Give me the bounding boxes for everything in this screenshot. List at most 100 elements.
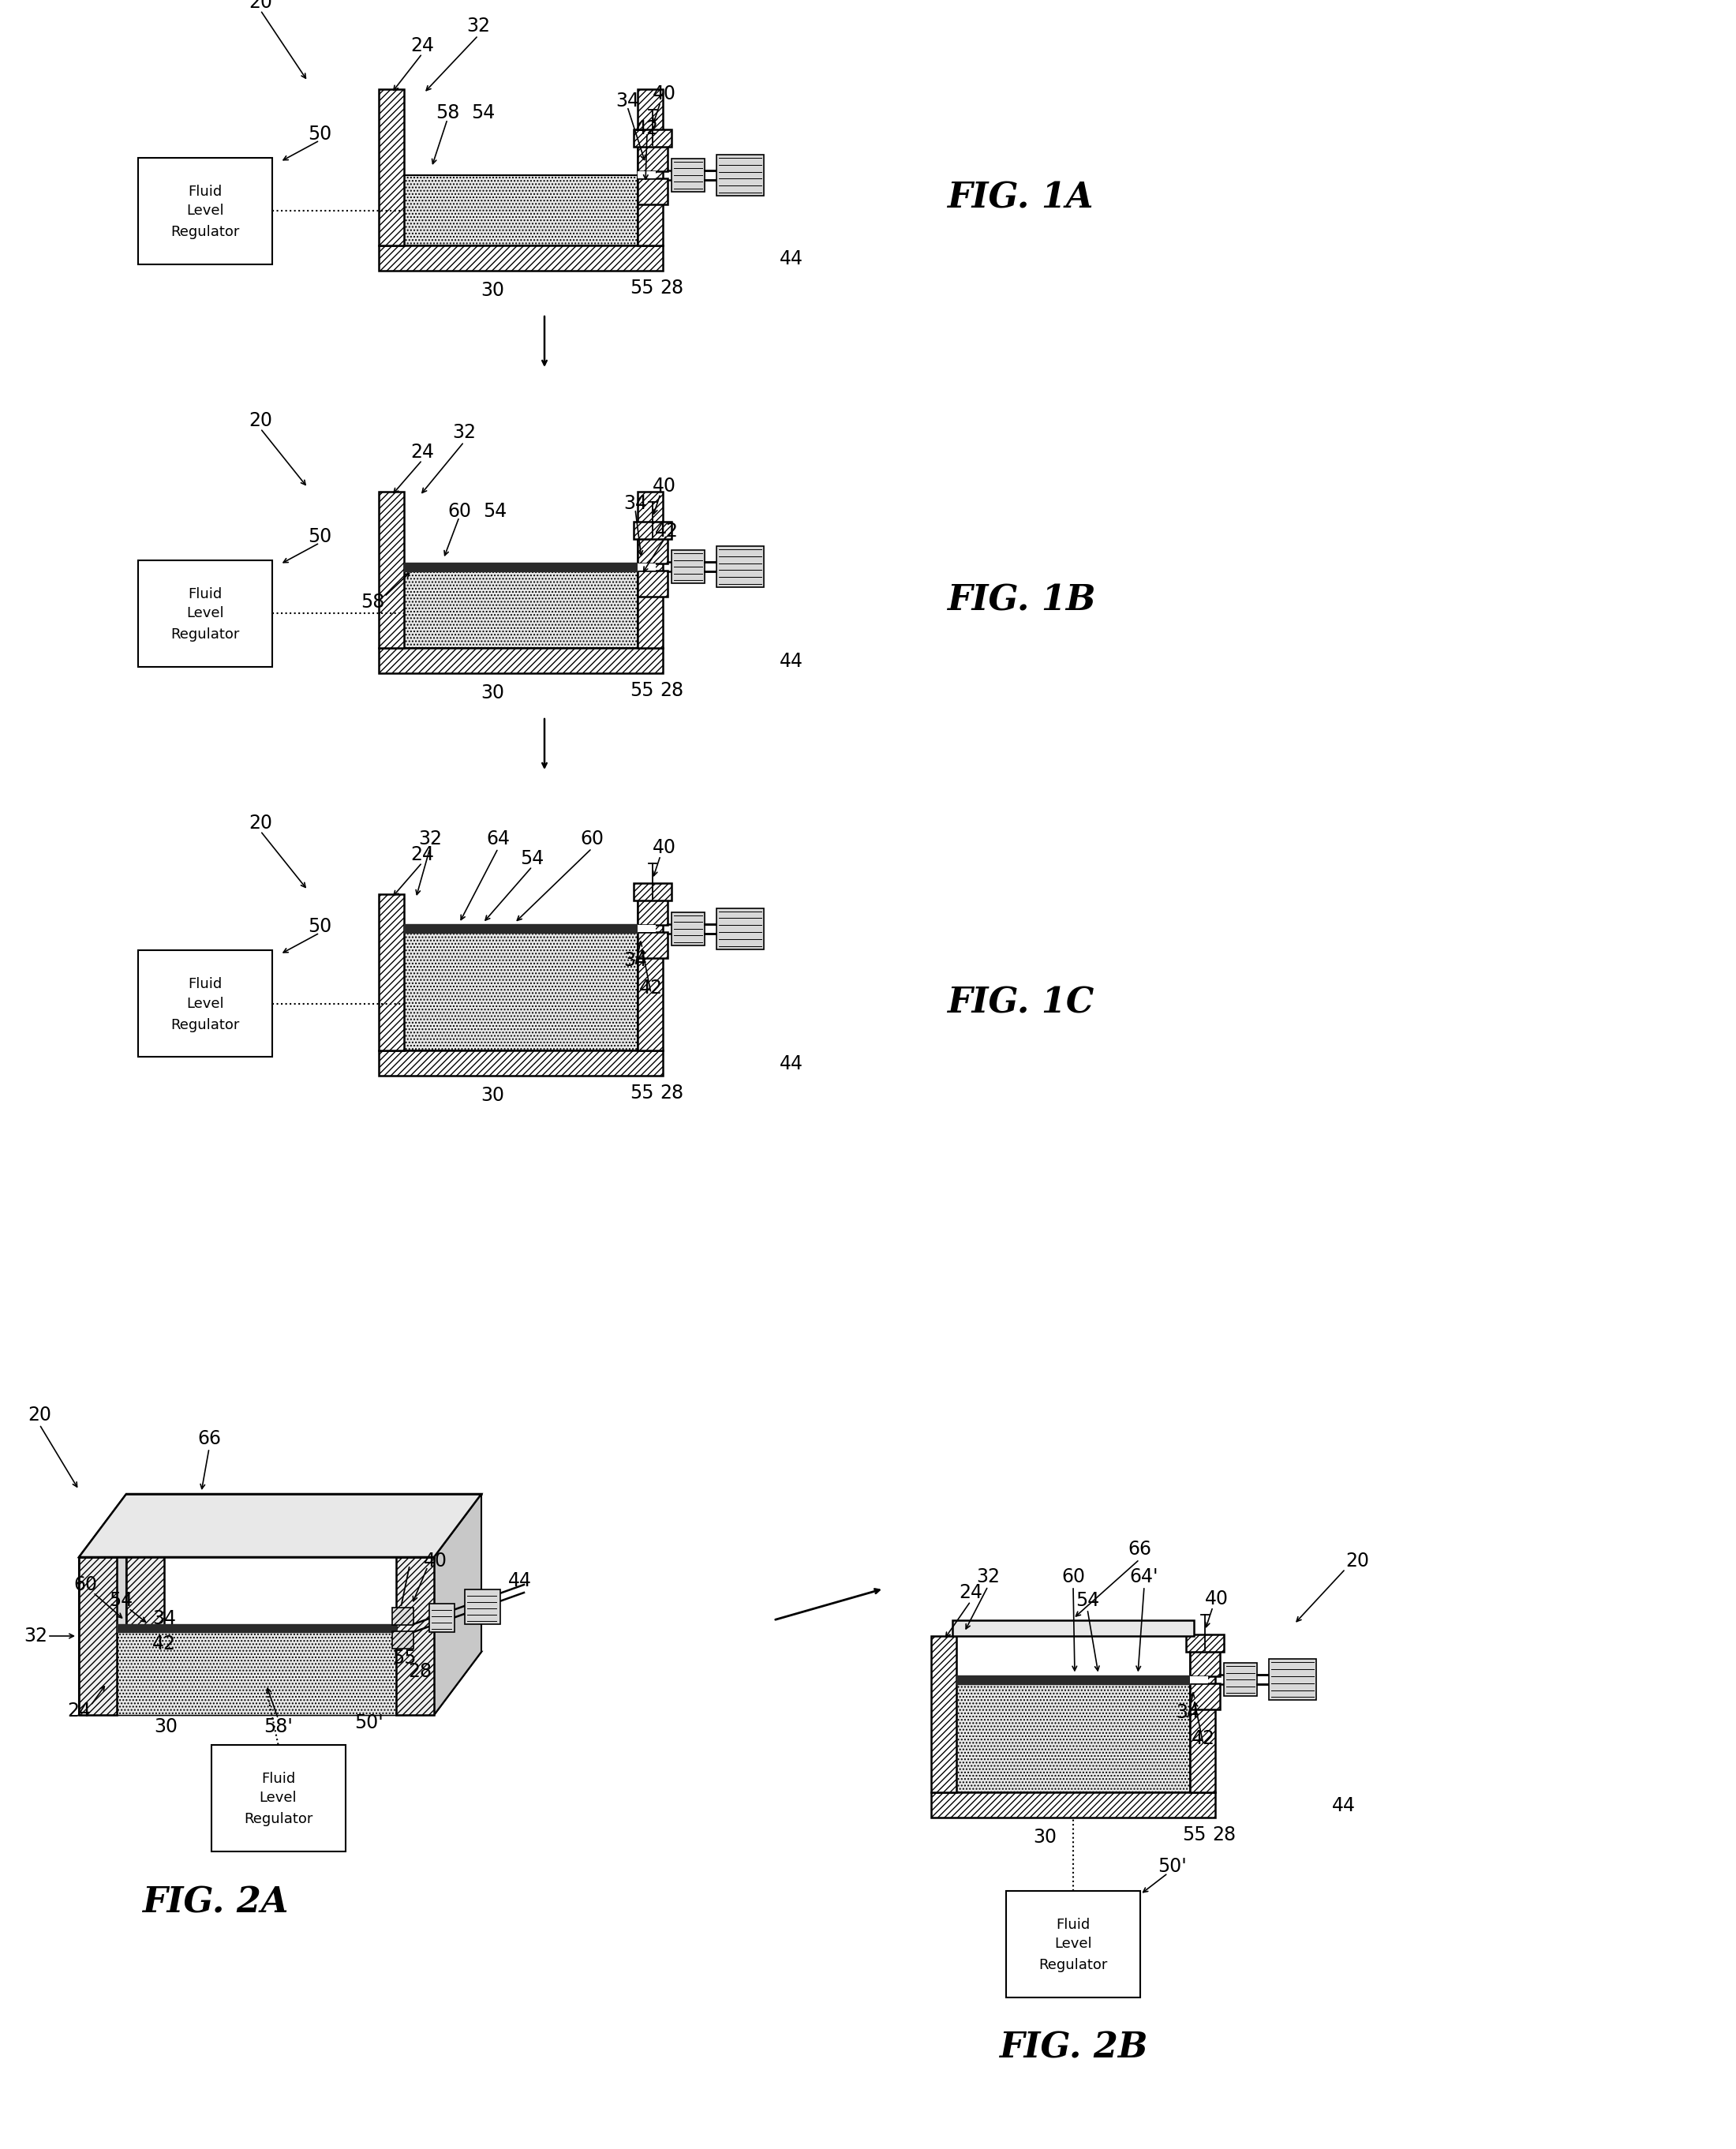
Text: 28: 28 [408, 1661, 432, 1681]
Bar [672, 550, 705, 582]
Polygon shape [78, 1494, 481, 1558]
Text: Regulator: Regulator [170, 226, 240, 239]
Text: Level: Level [1054, 1936, 1092, 1951]
Text: Level: Level [186, 606, 224, 621]
Bar [139, 561, 273, 666]
Bar [634, 883, 672, 900]
Bar [672, 159, 705, 191]
Text: 66: 66 [198, 1429, 220, 1448]
Bar [465, 1590, 500, 1625]
Text: FIG. 1C: FIG. 1C [946, 986, 1094, 1021]
Bar [672, 911, 705, 946]
Text: Regulator: Regulator [170, 628, 240, 643]
Text: 55: 55 [630, 279, 653, 297]
Bar [139, 157, 273, 264]
Text: 60: 60 [448, 503, 470, 520]
Text: 58: 58 [436, 103, 460, 122]
Polygon shape [127, 1494, 165, 1653]
Bar [404, 492, 637, 649]
Text: 64': 64' [1130, 1567, 1158, 1586]
Bar [930, 1635, 957, 1792]
Bar [1186, 1635, 1224, 1653]
Text: 42: 42 [153, 1635, 175, 1653]
Text: Level: Level [186, 204, 224, 219]
Bar [637, 569, 668, 595]
Text: 34: 34 [153, 1610, 175, 1629]
Text: 42: 42 [1191, 1730, 1215, 1749]
Bar [404, 894, 637, 1051]
Bar [378, 245, 663, 271]
Text: 40: 40 [1205, 1590, 1229, 1607]
Bar [378, 492, 404, 649]
Text: 54: 54 [470, 103, 495, 122]
Bar [953, 1620, 1194, 1635]
Bar [1007, 1891, 1141, 1996]
Text: 20: 20 [248, 410, 273, 430]
Bar [212, 1745, 345, 1850]
Bar [637, 172, 656, 178]
Bar [930, 1792, 1215, 1818]
Text: 20: 20 [1345, 1552, 1370, 1571]
Text: Fluid: Fluid [187, 587, 222, 602]
Text: 55: 55 [630, 681, 653, 701]
Text: 58: 58 [361, 593, 384, 612]
Text: 40: 40 [653, 84, 677, 103]
Text: 54: 54 [1075, 1590, 1099, 1610]
Text: Level: Level [259, 1790, 297, 1805]
Text: 54: 54 [521, 849, 543, 868]
Text: 55: 55 [392, 1648, 417, 1668]
Text: 60: 60 [73, 1575, 97, 1595]
Bar [1189, 1635, 1215, 1792]
Bar [637, 563, 656, 569]
Bar [637, 924, 656, 933]
Text: FIG. 2A: FIG. 2A [142, 1885, 288, 1919]
Text: 60: 60 [580, 830, 604, 849]
Bar [717, 546, 764, 587]
Text: FIG. 2B: FIG. 2B [998, 2031, 1147, 2065]
Polygon shape [434, 1494, 481, 1715]
Text: 44: 44 [779, 651, 804, 670]
Bar [637, 894, 663, 1051]
Text: 20: 20 [28, 1405, 52, 1425]
Text: 24: 24 [410, 37, 434, 56]
Text: 44: 44 [1332, 1797, 1356, 1816]
Bar [637, 88, 663, 245]
Bar [637, 178, 668, 204]
Bar [1189, 1650, 1220, 1676]
Bar [378, 649, 663, 673]
Text: Fluid: Fluid [187, 185, 222, 200]
Bar [957, 1635, 1189, 1792]
Bar [378, 88, 404, 245]
Bar [404, 88, 637, 245]
Text: 40: 40 [653, 838, 677, 857]
Text: 60: 60 [1061, 1567, 1085, 1586]
Text: 40: 40 [653, 477, 677, 494]
Text: 50: 50 [307, 125, 332, 144]
Bar [957, 1681, 1189, 1792]
Polygon shape [116, 1625, 396, 1631]
Text: 34: 34 [1175, 1704, 1200, 1721]
Text: 54: 54 [483, 503, 507, 520]
Text: 34: 34 [616, 92, 639, 110]
Text: 66: 66 [1128, 1539, 1151, 1558]
Text: 55: 55 [1182, 1825, 1207, 1844]
Text: FIG. 1B: FIG. 1B [946, 585, 1095, 617]
Bar [717, 155, 764, 196]
Text: 20: 20 [248, 814, 273, 832]
Text: 32: 32 [976, 1567, 1000, 1586]
Text: Regulator: Regulator [243, 1812, 312, 1827]
Text: Fluid: Fluid [260, 1771, 295, 1786]
Bar [637, 898, 668, 924]
Text: 42: 42 [654, 522, 679, 542]
Text: 20: 20 [248, 0, 273, 13]
Bar [378, 1051, 663, 1077]
Text: FIG. 1A: FIG. 1A [946, 181, 1094, 215]
Text: 28: 28 [1212, 1825, 1236, 1844]
Text: 34: 34 [623, 494, 648, 514]
Text: 44: 44 [779, 1055, 804, 1072]
Polygon shape [78, 1494, 127, 1715]
Polygon shape [392, 1631, 413, 1648]
Text: 32: 32 [467, 17, 490, 37]
Text: Regulator: Regulator [170, 1019, 240, 1032]
Text: Level: Level [186, 997, 224, 1010]
